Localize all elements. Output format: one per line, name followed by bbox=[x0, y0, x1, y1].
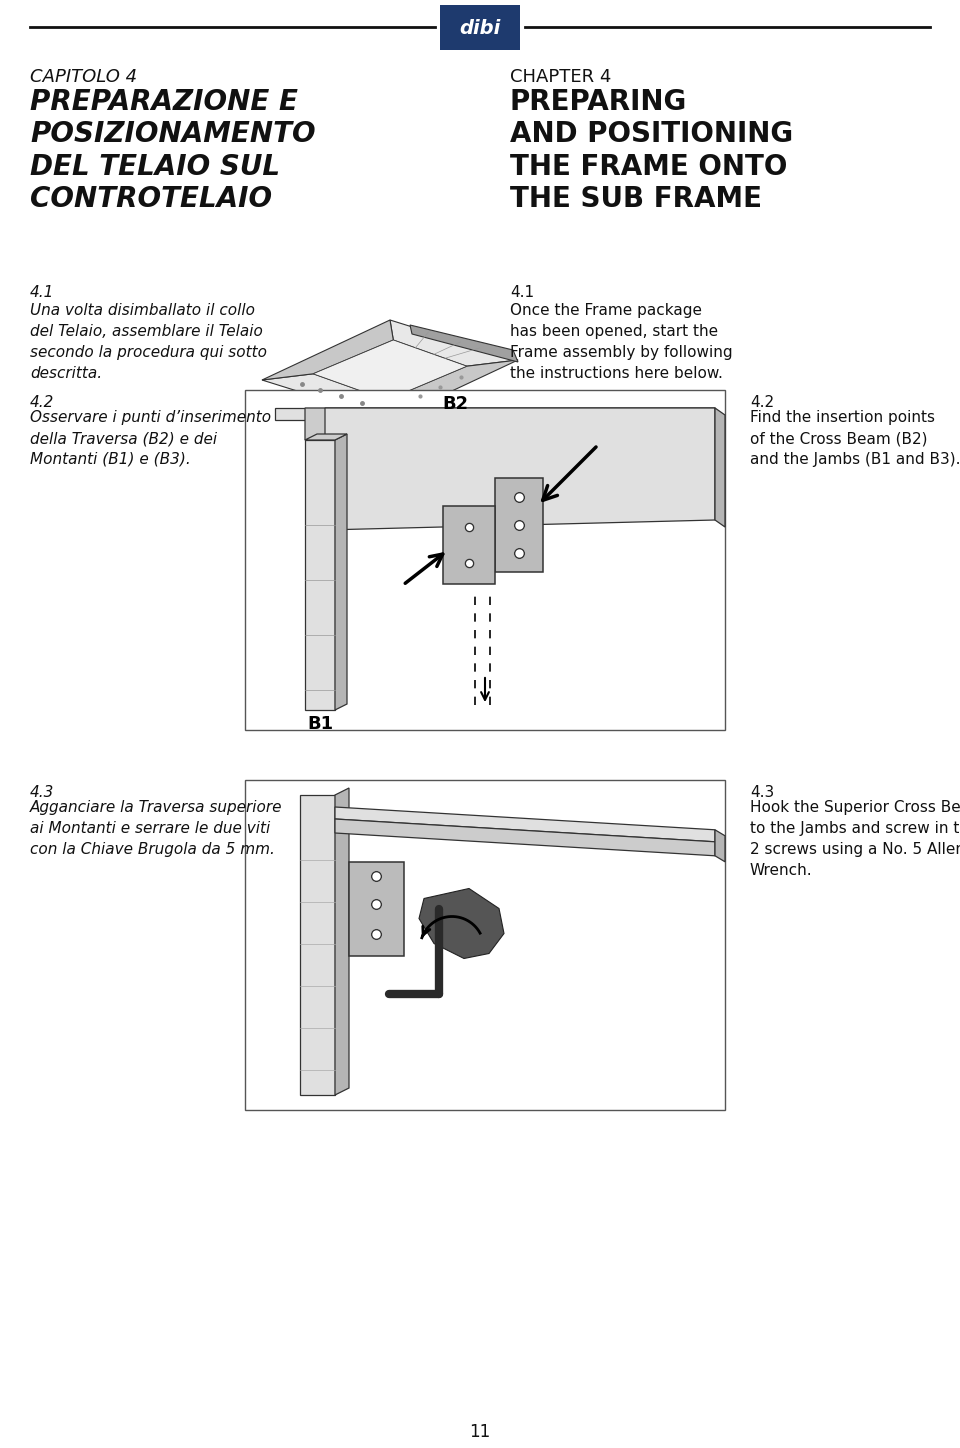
Text: Agganciare la Traversa superiore
ai Montanti e serrare le due viti
con la Chiave: Agganciare la Traversa superiore ai Mont… bbox=[30, 799, 282, 857]
Text: Una volta disimballato il collo
del Telaio, assemblare il Telaio
secondo la proc: Una volta disimballato il collo del Tela… bbox=[30, 303, 267, 381]
Text: 4.1: 4.1 bbox=[30, 285, 55, 300]
Polygon shape bbox=[335, 807, 715, 841]
Text: Osservare i punti d’inserimento
della Traversa (B2) e dei
Montanti (B1) e (B3).: Osservare i punti d’inserimento della Tr… bbox=[30, 410, 271, 468]
Polygon shape bbox=[300, 795, 335, 1095]
Polygon shape bbox=[390, 320, 518, 366]
Text: 4.2: 4.2 bbox=[750, 395, 774, 410]
Polygon shape bbox=[305, 434, 347, 440]
Bar bbox=[245, 390, 725, 730]
Bar bbox=[245, 780, 725, 1111]
Text: 4.3: 4.3 bbox=[30, 785, 55, 799]
Polygon shape bbox=[305, 440, 335, 710]
Polygon shape bbox=[335, 434, 347, 710]
Polygon shape bbox=[419, 889, 504, 959]
Polygon shape bbox=[325, 408, 715, 530]
Polygon shape bbox=[495, 478, 543, 572]
Text: CAPITOLO 4: CAPITOLO 4 bbox=[30, 68, 137, 85]
Text: 4.2: 4.2 bbox=[30, 395, 55, 410]
Polygon shape bbox=[313, 340, 467, 400]
Polygon shape bbox=[335, 820, 715, 856]
Text: Once the Frame package
has been opened, start the
Frame assembly by following
th: Once the Frame package has been opened, … bbox=[510, 303, 732, 381]
Polygon shape bbox=[715, 830, 725, 862]
Polygon shape bbox=[262, 320, 394, 379]
Text: PREPARAZIONE E
POSIZIONAMENTO
DEL TELAIO SUL
CONTROTELAIO: PREPARAZIONE E POSIZIONAMENTO DEL TELAIO… bbox=[30, 88, 316, 213]
Polygon shape bbox=[715, 408, 725, 527]
Polygon shape bbox=[305, 408, 715, 440]
Polygon shape bbox=[443, 505, 495, 584]
Text: CHAPTER 4: CHAPTER 4 bbox=[510, 68, 612, 85]
Text: Hook the Superior Cross Beam
to the Jambs and screw in the
2 screws using a No. : Hook the Superior Cross Beam to the Jamb… bbox=[750, 799, 960, 877]
Text: 4.1: 4.1 bbox=[510, 285, 534, 300]
Polygon shape bbox=[262, 374, 390, 420]
Text: Find the insertion points
of the Cross Beam (B2)
and the Jambs (B1 and B3).: Find the insertion points of the Cross B… bbox=[750, 410, 960, 468]
Polygon shape bbox=[335, 788, 349, 1095]
Polygon shape bbox=[387, 361, 518, 420]
Text: B2: B2 bbox=[442, 395, 468, 413]
Polygon shape bbox=[410, 324, 518, 362]
Bar bbox=[440, 4, 520, 51]
Polygon shape bbox=[349, 862, 404, 956]
Text: dibi: dibi bbox=[460, 19, 500, 39]
Polygon shape bbox=[275, 408, 715, 420]
Text: B1: B1 bbox=[307, 715, 333, 733]
Text: PREPARING
AND POSITIONING
THE FRAME ONTO
THE SUB FRAME: PREPARING AND POSITIONING THE FRAME ONTO… bbox=[510, 88, 793, 213]
Text: 4.3: 4.3 bbox=[750, 785, 775, 799]
Text: 11: 11 bbox=[469, 1423, 491, 1441]
